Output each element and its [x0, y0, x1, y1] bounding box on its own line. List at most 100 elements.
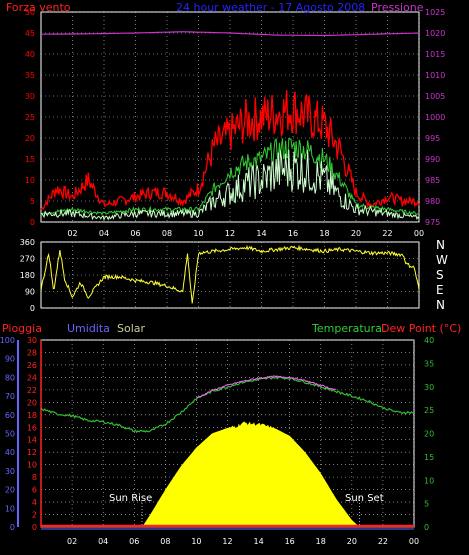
humidity-tick-label: 60 — [5, 411, 15, 420]
rain-tick-label: 6 — [32, 486, 37, 495]
y-tick-label-left: 50 — [25, 8, 35, 17]
sunset-label: Sun Set — [345, 493, 384, 504]
y-tick-label-right: 995 — [425, 134, 440, 143]
temperature-tick-label: 5 — [424, 500, 429, 509]
x-tick-label: 08 — [160, 537, 170, 546]
rain-tick-label: 20 — [27, 398, 37, 407]
x-tick-label: 14 — [253, 537, 263, 546]
humidity-tick-label: 30 — [5, 467, 15, 476]
wind-speed-line — [40, 90, 420, 211]
sunrise-label: Sun Rise — [109, 493, 153, 504]
temperature-tick-label: 10 — [424, 476, 434, 485]
x-tick-label: 06 — [130, 229, 140, 238]
humidity-tick-label: 90 — [5, 355, 15, 364]
rain-axis-label: Pioggia — [2, 322, 42, 335]
y-tick-label-right: 980 — [425, 197, 440, 206]
gust-average-line — [40, 137, 420, 216]
x-tick-label: 02 — [67, 229, 77, 238]
pressure-axis-label: Pressione — [371, 1, 424, 14]
wind-direction-line — [40, 244, 420, 304]
rain-tick-label: 24 — [27, 373, 37, 382]
x-tick-label: 12 — [222, 537, 232, 546]
compass-label-n-top: N — [436, 238, 445, 252]
rain-tick-label: 26 — [27, 361, 37, 370]
rain-tick-label: 30 — [27, 336, 37, 345]
y-tick-label: 360 — [20, 238, 35, 247]
y-tick-label-left: 0 — [30, 218, 35, 227]
y-tick-label: 270 — [20, 255, 35, 264]
y-tick-label-left: 25 — [25, 113, 35, 122]
humidity-tick-label: 20 — [5, 486, 15, 495]
y-tick-label-left: 15 — [25, 155, 35, 164]
wind-average-line — [40, 149, 420, 221]
y-tick-label-left: 10 — [25, 176, 35, 185]
rain-tick-label: 0 — [32, 523, 37, 532]
compass-label-e: E — [436, 283, 444, 297]
y-tick-label-left: 5 — [30, 197, 35, 206]
y-tick-label-right: 1020 — [425, 29, 445, 38]
temperature-tick-label: 30 — [424, 383, 434, 392]
rain-tick-label: 8 — [32, 473, 37, 482]
x-tick-label: 06 — [129, 537, 139, 546]
x-tick-label: 10 — [193, 229, 203, 238]
y-tick-label-left: 45 — [25, 29, 35, 38]
compass-label-n-bottom: N — [436, 298, 445, 312]
compass-label-w: W — [436, 253, 448, 267]
humidity-tick-label: 40 — [5, 448, 15, 457]
y-tick-label-left: 30 — [25, 92, 35, 101]
y-tick-label-right: 985 — [425, 176, 440, 185]
rain-tick-label: 12 — [27, 448, 37, 457]
y-tick-label-right: 1010 — [425, 71, 445, 80]
temperature-axis-label: Temperatura — [312, 322, 382, 335]
y-tick-label: 180 — [20, 271, 35, 280]
x-tick-label: 16 — [288, 229, 298, 238]
x-tick-label: 00 — [409, 537, 419, 546]
y-tick-label-left: 40 — [25, 50, 35, 59]
x-tick-label: 22 — [378, 537, 388, 546]
chart-title: 24 hour weather - 17 Agosto 2008 — [176, 1, 366, 14]
y-tick-label-right: 1025 — [425, 8, 445, 17]
humidity-tick-label: 50 — [5, 430, 15, 439]
compass-label-s: S — [436, 268, 444, 282]
rain-tick-label: 14 — [27, 436, 37, 445]
temperature-panel: 0102030405060708090100024681012141618202… — [0, 336, 434, 546]
humidity-axis-label: Umidita — [67, 322, 110, 335]
y-tick-label: 90 — [25, 288, 35, 297]
temperature-line — [40, 375, 415, 434]
x-tick-label: 02 — [67, 537, 77, 546]
rain-tick-label: 16 — [27, 423, 37, 432]
x-tick-label: 00 — [414, 229, 424, 238]
rain-tick-label: 18 — [27, 411, 37, 420]
temperature-tick-label: 0 — [424, 523, 429, 532]
x-tick-label: 20 — [351, 229, 361, 238]
x-tick-label: 04 — [98, 537, 108, 546]
x-tick-label: 12 — [225, 229, 235, 238]
temperature-tick-label: 40 — [424, 336, 434, 345]
y-tick-label-left: 20 — [25, 134, 35, 143]
x-tick-label: 18 — [316, 537, 326, 546]
y-tick-label-right: 1015 — [425, 50, 445, 59]
pressure-line — [40, 31, 420, 37]
temperature-tick-label: 35 — [424, 359, 434, 368]
humidity-tick-label: 70 — [5, 392, 15, 401]
rain-tick-label: 4 — [32, 498, 37, 507]
rain-tick-label: 2 — [32, 511, 37, 520]
wind-panel: 0510152025303540455097598098599099510001… — [25, 8, 446, 238]
x-tick-label: 18 — [319, 229, 329, 238]
temperature-tick-label: 20 — [424, 430, 434, 439]
temperature-tick-label: 15 — [424, 453, 434, 462]
dewpoint-line — [196, 375, 337, 399]
humidity-tick-label: 10 — [5, 504, 15, 513]
humidity-tick-label: 100 — [0, 336, 15, 345]
x-tick-label: 22 — [382, 229, 392, 238]
y-tick-label-right: 975 — [425, 218, 440, 227]
wind-axis-label: Forza vento — [6, 1, 71, 14]
x-tick-label: 10 — [191, 537, 201, 546]
x-tick-label: 14 — [256, 229, 266, 238]
x-tick-label: 04 — [99, 229, 109, 238]
y-tick-label-right: 990 — [425, 155, 440, 164]
temperature-tick-label: 25 — [424, 406, 434, 415]
x-tick-label: 20 — [347, 537, 357, 546]
solar-label: Solar — [117, 322, 146, 335]
